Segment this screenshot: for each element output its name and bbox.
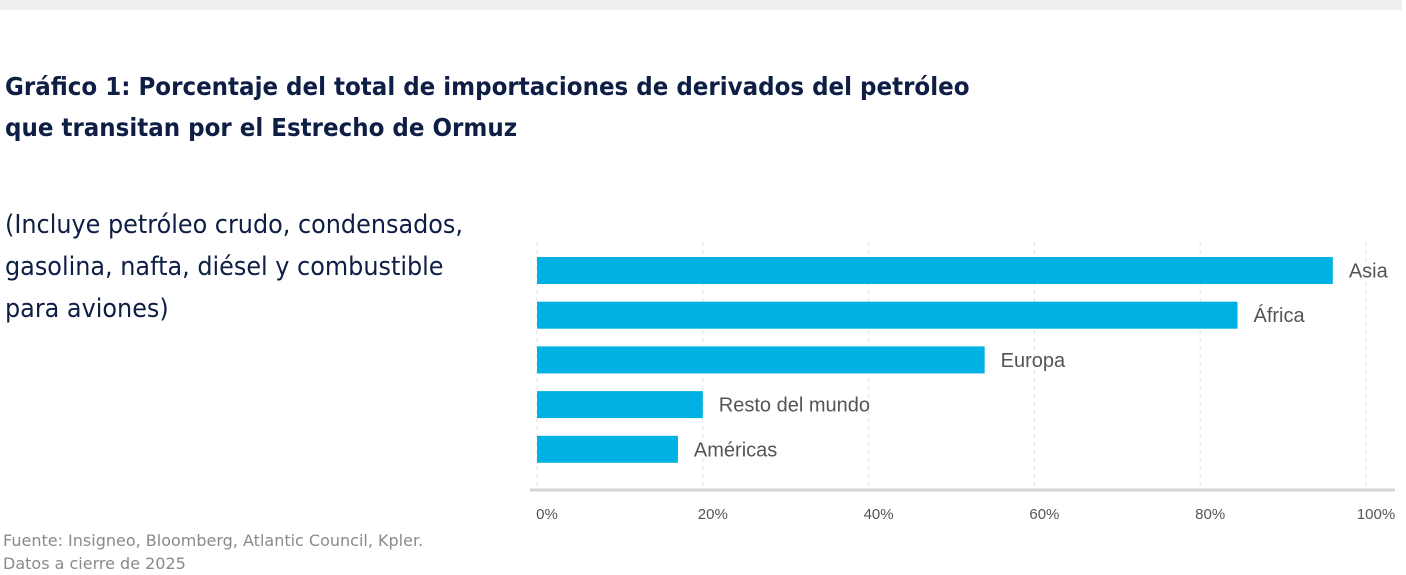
bar-label: Asia	[1349, 261, 1389, 283]
source-note: Fuente: Insigneo, Bloomberg, Atlantic Co…	[3, 529, 423, 575]
bar-resto-del-mundo	[537, 391, 703, 419]
date-note: Datos a cierre de 2025	[3, 554, 186, 573]
bar-asia	[537, 257, 1333, 284]
bar-label: Resto del mundo	[719, 395, 870, 417]
bar-label: África	[1254, 304, 1306, 327]
bar-áfrica	[537, 301, 1238, 329]
bar-europa	[537, 346, 985, 374]
x-tick-label: 80%	[1195, 506, 1225, 523]
chart-title: Gráfico 1: Porcentaje del total de impor…	[5, 66, 970, 148]
source-line: Fuente: Insigneo, Bloomberg, Atlantic Co…	[3, 531, 424, 550]
x-tick-label: 100%	[1357, 506, 1395, 523]
chart-subtitle: (Incluye petróleo crudo, condensados, ga…	[5, 210, 463, 324]
bar-label: Américas	[694, 439, 777, 461]
x-tick-label: 60%	[1029, 506, 1059, 523]
x-tick-label: 40%	[864, 506, 894, 523]
bar-américas	[537, 435, 678, 463]
title-line-2: que transitan por el Estrecho de Ormuz	[5, 113, 518, 142]
x-tick-label: 0%	[536, 506, 558, 523]
top-band	[0, 0, 1402, 10]
title-line-1: Gráfico 1: Porcentaje del total de impor…	[5, 72, 970, 101]
x-tick-label: 20%	[698, 506, 728, 523]
bar-label: Europa	[1001, 350, 1066, 372]
